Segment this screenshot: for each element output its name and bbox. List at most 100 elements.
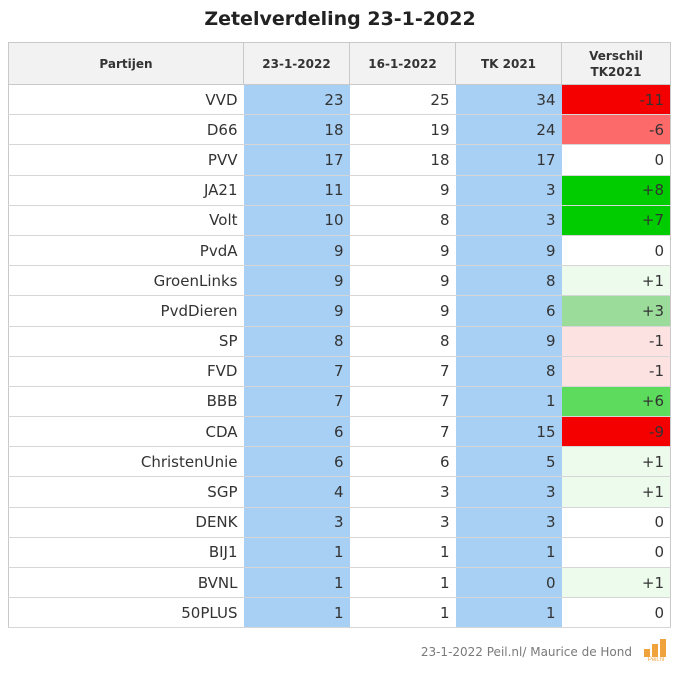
- seats-tk2021-cell: 1: [455, 537, 562, 569]
- header-partijen: Partijen: [8, 42, 244, 85]
- logo-text: Peil.nl: [647, 657, 665, 663]
- party-cell: PVV: [8, 144, 244, 176]
- verschil-cell: +6: [561, 386, 671, 418]
- seats-16-1-2022-cell: 7: [349, 386, 456, 418]
- seats-16-1-2022-cell: 9: [349, 295, 456, 327]
- seats-16-1-2022-cell: 9: [349, 265, 456, 297]
- verschil-cell: +1: [561, 476, 671, 508]
- party-cell: PvdA: [8, 235, 244, 267]
- header-16-1-2022: 16-1-2022: [349, 42, 456, 85]
- seats-16-1-2022-cell: 8: [349, 326, 456, 357]
- party-cell: FVD: [8, 356, 244, 387]
- seats-16-1-2022-cell: 8: [349, 205, 456, 236]
- verschil-cell: 0: [561, 597, 671, 629]
- logo-bar-icon: [644, 649, 650, 657]
- seats-16-1-2022-cell: 18: [349, 144, 456, 176]
- header-23-1-2022: 23-1-2022: [243, 42, 350, 85]
- header-row: Partijen 23-1-2022 16-1-2022 TK 2021 Ver…: [8, 42, 671, 85]
- table-row: ChristenUnie 6 6 5 +1: [8, 446, 671, 478]
- verschil-cell: -9: [561, 416, 671, 448]
- seats-tk2021-cell: 5: [455, 446, 562, 478]
- table-row: PvdA 9 9 9 0: [8, 235, 671, 267]
- seats-tk2021-cell: 8: [455, 356, 562, 387]
- verschil-cell: +1: [561, 265, 671, 297]
- peil-logo: Peil.nl: [644, 637, 668, 663]
- seats-tk2021-cell: 9: [455, 235, 562, 267]
- seats-23-1-2022-cell: 8: [243, 326, 350, 357]
- party-cell: BBB: [8, 386, 244, 418]
- seats-16-1-2022-cell: 1: [349, 597, 456, 629]
- party-cell: DENK: [8, 507, 244, 538]
- verschil-cell: -6: [561, 114, 671, 146]
- table-row: PvdDieren 9 9 6 +3: [8, 295, 671, 327]
- seats-23-1-2022-cell: 1: [243, 597, 350, 629]
- seats-16-1-2022-cell: 9: [349, 175, 456, 206]
- verschil-cell: -1: [561, 326, 671, 357]
- seats-23-1-2022-cell: 17: [243, 144, 350, 176]
- table-row: BBB 7 7 1 +6: [8, 386, 671, 418]
- seats-16-1-2022-cell: 3: [349, 507, 456, 538]
- table-row: Volt 10 8 3 +7: [8, 205, 671, 236]
- verschil-cell: -1: [561, 356, 671, 387]
- seats-23-1-2022-cell: 18: [243, 114, 350, 146]
- seat-table: Partijen 23-1-2022 16-1-2022 TK 2021 Ver…: [8, 42, 671, 629]
- verschil-cell: +3: [561, 295, 671, 327]
- seats-tk2021-cell: 15: [455, 416, 562, 448]
- verschil-cell: 0: [561, 507, 671, 538]
- seats-tk2021-cell: 0: [455, 567, 562, 599]
- seats-tk2021-cell: 24: [455, 114, 562, 146]
- seats-tk2021-cell: 3: [455, 205, 562, 236]
- verschil-cell: -11: [561, 84, 671, 116]
- seats-16-1-2022-cell: 6: [349, 446, 456, 478]
- table-row: DENK 3 3 3 0: [8, 507, 671, 538]
- party-cell: Volt: [8, 205, 244, 236]
- logo-bar-icon: [660, 639, 666, 657]
- party-cell: CDA: [8, 416, 244, 448]
- verschil-cell: 0: [561, 235, 671, 267]
- header-tk-2021: TK 2021: [455, 42, 562, 85]
- table-row: BVNL 1 1 0 +1: [8, 567, 671, 599]
- table-row: GroenLinks 9 9 8 +1: [8, 265, 671, 297]
- party-cell: SGP: [8, 476, 244, 508]
- table-row: 50PLUS 1 1 1 0: [8, 597, 671, 629]
- party-cell: BVNL: [8, 567, 244, 599]
- seats-tk2021-cell: 9: [455, 326, 562, 357]
- verschil-cell: 0: [561, 537, 671, 569]
- seats-16-1-2022-cell: 25: [349, 84, 456, 116]
- party-cell: PvdDieren: [8, 295, 244, 327]
- verschil-cell: +1: [561, 446, 671, 478]
- table-row: BIJ1 1 1 1 0: [8, 537, 671, 569]
- seats-16-1-2022-cell: 9: [349, 235, 456, 267]
- seats-23-1-2022-cell: 7: [243, 386, 350, 418]
- seats-23-1-2022-cell: 6: [243, 446, 350, 478]
- header-verschil: Verschil TK2021: [561, 42, 671, 85]
- table-row: SP 8 8 9 -1: [8, 326, 671, 357]
- seats-tk2021-cell: 8: [455, 265, 562, 297]
- table-row: JA21 11 9 3 +8: [8, 175, 671, 206]
- seats-23-1-2022-cell: 9: [243, 265, 350, 297]
- seats-23-1-2022-cell: 4: [243, 476, 350, 508]
- table-row: FVD 7 7 8 -1: [8, 356, 671, 387]
- table-row: SGP 4 3 3 +1: [8, 476, 671, 508]
- seats-23-1-2022-cell: 3: [243, 507, 350, 538]
- seats-tk2021-cell: 1: [455, 386, 562, 418]
- seats-23-1-2022-cell: 6: [243, 416, 350, 448]
- seats-23-1-2022-cell: 9: [243, 295, 350, 327]
- seats-23-1-2022-cell: 1: [243, 537, 350, 569]
- seats-23-1-2022-cell: 11: [243, 175, 350, 206]
- seats-tk2021-cell: 3: [455, 476, 562, 508]
- seats-tk2021-cell: 3: [455, 175, 562, 206]
- seats-16-1-2022-cell: 7: [349, 356, 456, 387]
- seats-23-1-2022-cell: 23: [243, 84, 350, 116]
- party-cell: GroenLinks: [8, 265, 244, 297]
- party-cell: VVD: [8, 84, 244, 116]
- seats-23-1-2022-cell: 9: [243, 235, 350, 267]
- verschil-cell: 0: [561, 144, 671, 176]
- party-cell: D66: [8, 114, 244, 146]
- chart-title: Zetelverdeling 23-1-2022: [204, 8, 476, 30]
- logo-bar-icon: [652, 644, 658, 657]
- seats-16-1-2022-cell: 19: [349, 114, 456, 146]
- table-row: PVV 17 18 17 0: [8, 144, 671, 176]
- table-row: VVD 23 25 34 -11: [8, 84, 671, 116]
- party-cell: JA21: [8, 175, 244, 206]
